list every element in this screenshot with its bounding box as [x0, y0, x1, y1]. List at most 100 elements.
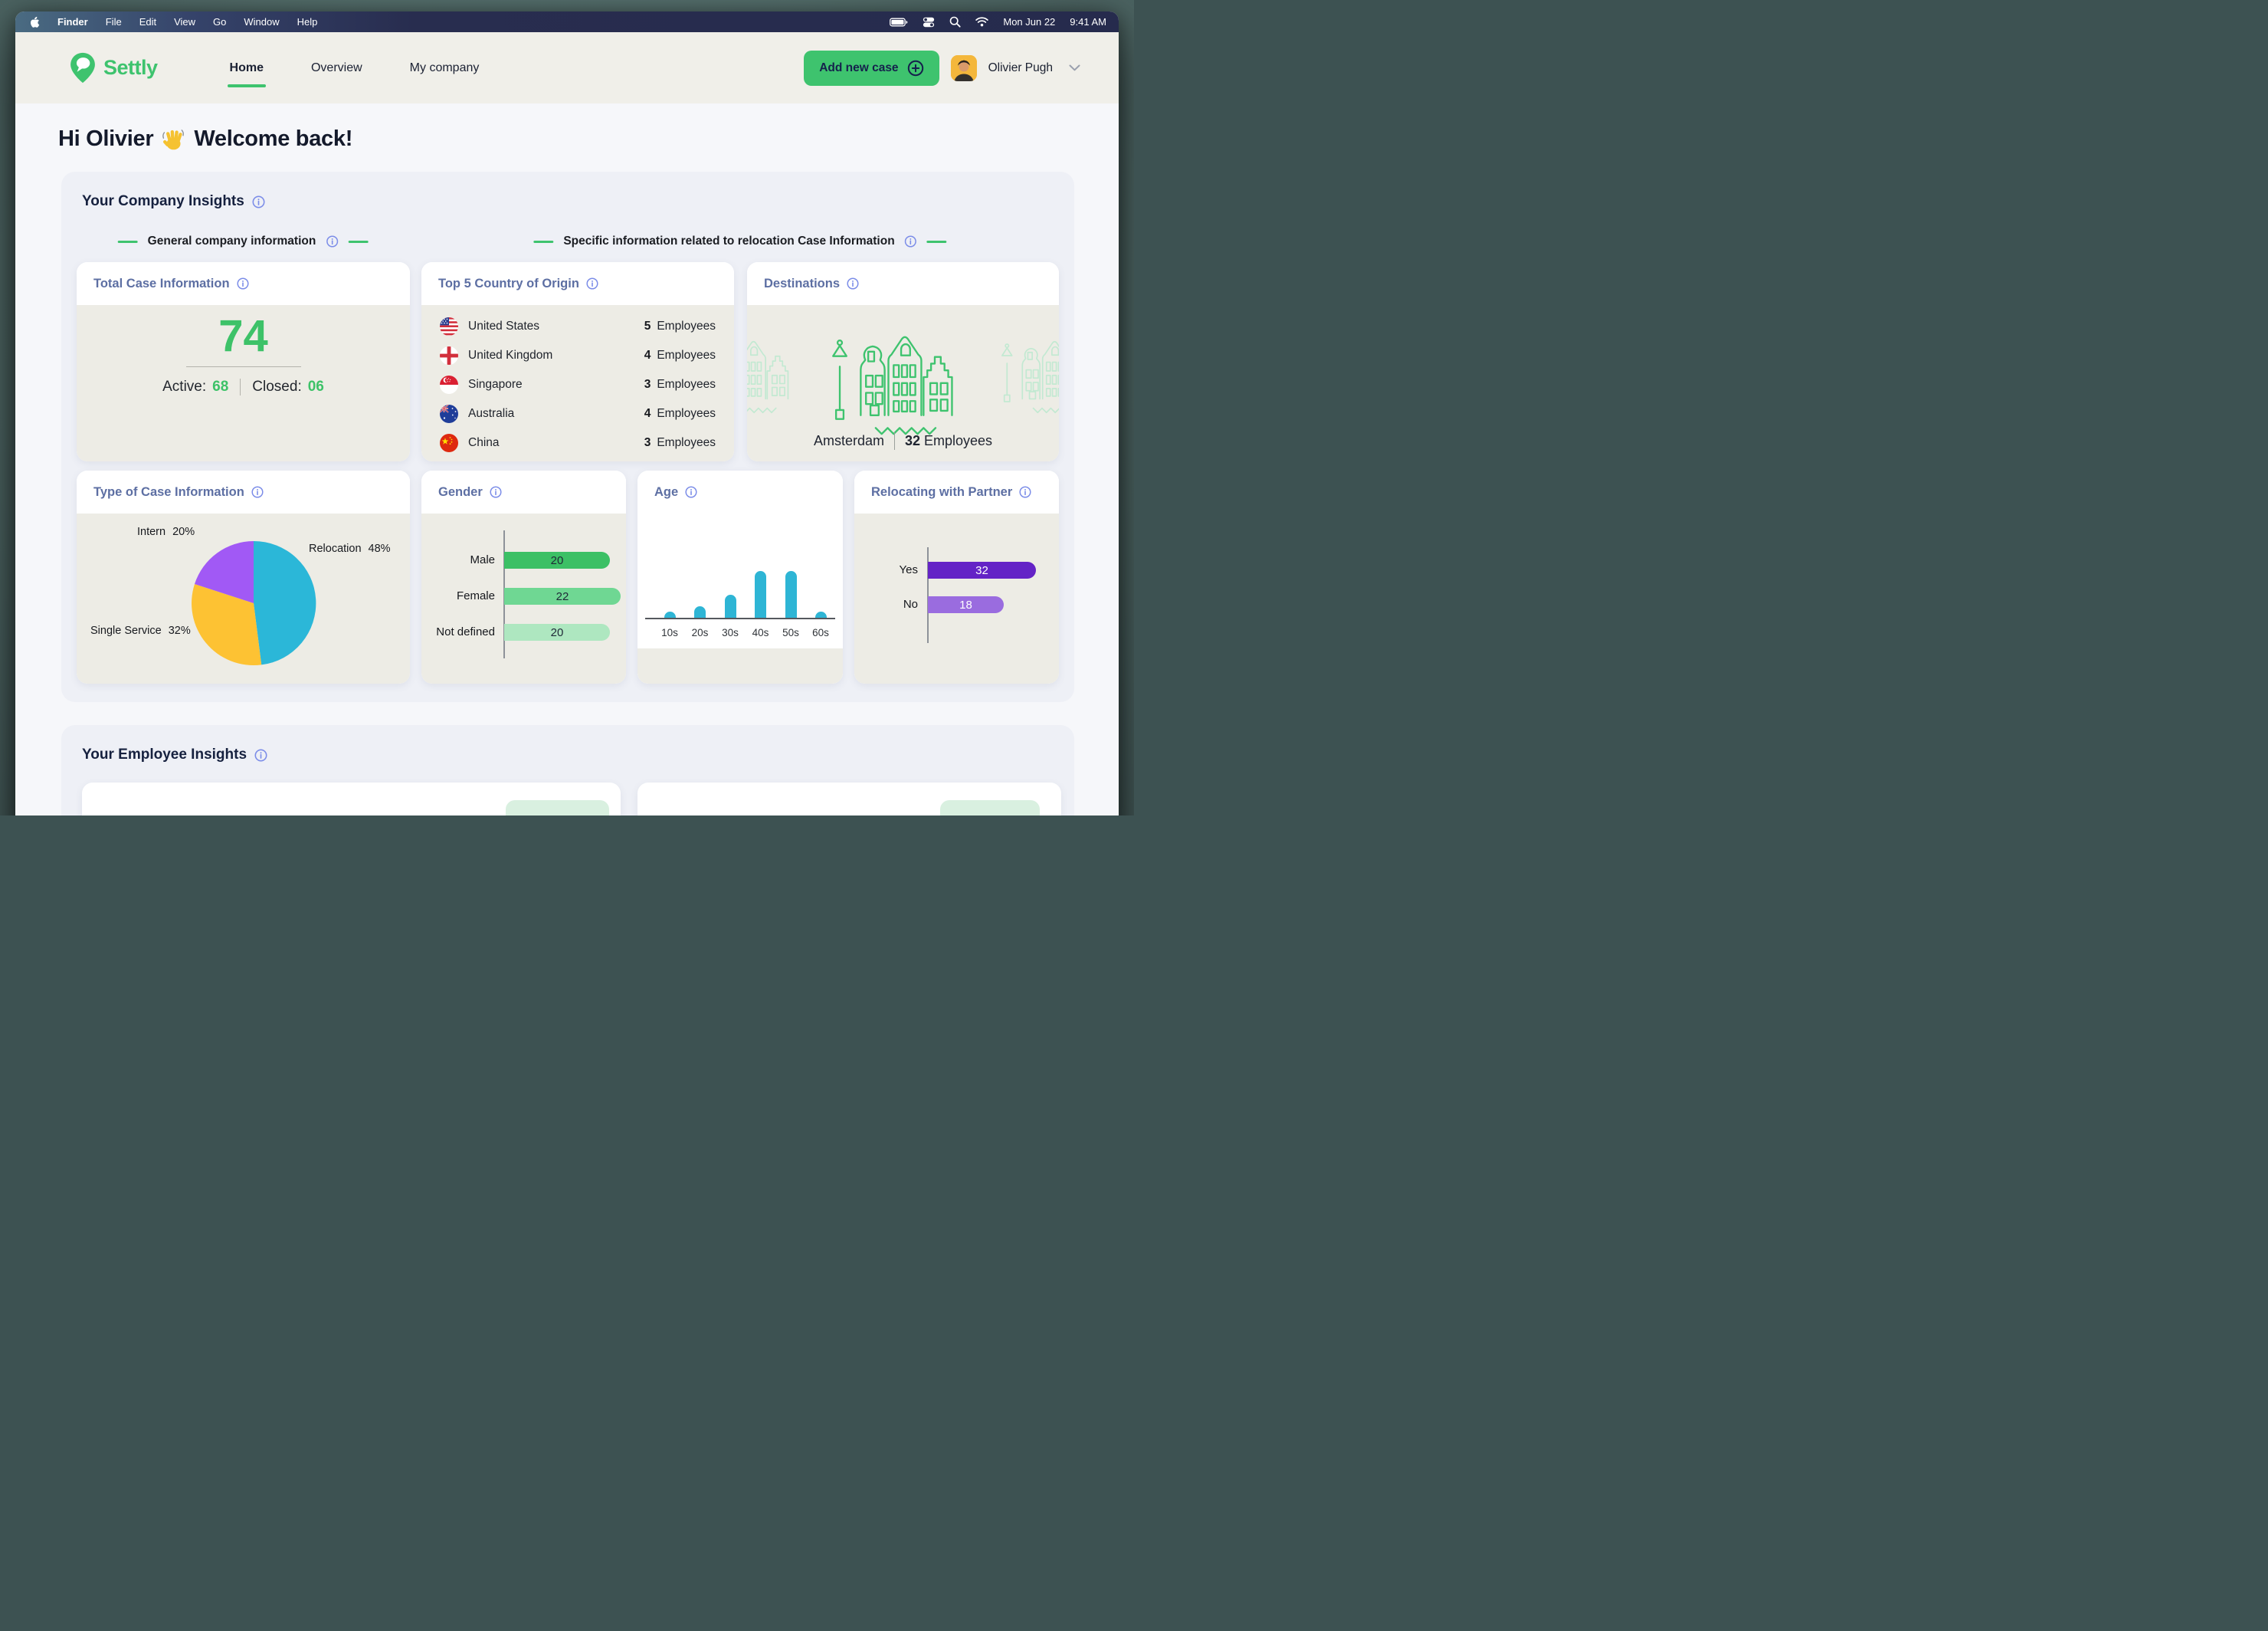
employee-insights-title-text: Your Employee Insights: [82, 747, 247, 763]
bar-50s: [785, 571, 797, 618]
menu-bar-date[interactable]: Mon Jun 22: [1003, 16, 1056, 28]
app-header: Settly Home Overview My company Add new …: [15, 32, 1119, 103]
wifi-icon[interactable]: [975, 17, 989, 27]
bar-label-female: Female: [456, 589, 495, 602]
pie-slice-intern: [195, 541, 254, 603]
pie-label-relocation: Relocation 48%: [309, 543, 391, 555]
control-center-icon[interactable]: [923, 16, 935, 28]
partner-title: Relocating with Partner: [854, 471, 1059, 514]
uk-flag-icon: [440, 346, 458, 365]
gender-card: Gender Male 20 Female 22 Not defined 20: [421, 471, 626, 684]
divider: [240, 379, 241, 395]
menu-item-view[interactable]: View: [174, 16, 196, 28]
company-insights-title: Your Company Insights: [82, 193, 265, 210]
menu-item-help[interactable]: Help: [297, 16, 318, 28]
bar-not-defined: 20: [504, 624, 610, 641]
type-of-case-card: Type of Case Information Intern 20% Reloc…: [77, 471, 410, 684]
info-icon[interactable]: [252, 195, 265, 208]
user-name: Olivier Pugh: [988, 61, 1053, 74]
gender-bar-chart: Male 20 Female 22 Not defined 20: [421, 514, 626, 684]
china-flag-icon: [440, 434, 458, 452]
gender-title: Gender: [421, 471, 626, 514]
info-icon[interactable]: [237, 277, 249, 290]
nav-item-my-company[interactable]: My company: [409, 61, 480, 74]
tick-label-10s: 10s: [661, 627, 678, 638]
nav-item-overview[interactable]: Overview: [310, 61, 362, 74]
country-count: 3: [644, 378, 651, 391]
bar-10s: [664, 612, 676, 618]
axis-line: [927, 547, 929, 643]
app-window: Finder File Edit View Go Window Help: [15, 11, 1119, 816]
axis-line: [645, 618, 835, 619]
age-title-text: Age: [654, 484, 679, 499]
battery-icon[interactable]: [890, 18, 908, 27]
country-name: United States: [468, 320, 540, 333]
desktop: Finder File Edit View Go Window Help: [0, 0, 1134, 816]
info-icon[interactable]: [490, 486, 502, 498]
brand-wordmark: Settly: [103, 56, 158, 79]
country-count: 3: [644, 436, 651, 449]
settly-pin-icon: [70, 52, 95, 84]
menu-item-file[interactable]: File: [105, 16, 122, 28]
active-value: 68: [212, 379, 229, 395]
bar-label-not-defined: Not defined: [436, 625, 495, 638]
country-row-singapore: Singapore 3 Employees: [440, 370, 716, 399]
info-icon[interactable]: [847, 277, 859, 290]
bar-female: 22: [504, 588, 621, 605]
closed-value: 06: [307, 379, 324, 395]
nav-item-home[interactable]: Home: [227, 57, 267, 87]
singapore-flag-icon: [440, 376, 458, 394]
group-specific-text: Specific information related to relocati…: [563, 235, 895, 248]
menu-bar-time[interactable]: 9:41 AM: [1070, 16, 1106, 28]
total-case-title: Total Case Information: [77, 262, 410, 305]
info-icon[interactable]: [586, 277, 598, 290]
card-footer-band: [637, 648, 843, 684]
menu-item-edit[interactable]: Edit: [139, 16, 157, 28]
total-case-title-text: Total Case Information: [93, 276, 230, 290]
info-icon[interactable]: [685, 486, 697, 498]
user-avatar[interactable]: [950, 54, 977, 81]
destination-unit: Employees: [924, 432, 993, 448]
info-icon[interactable]: [254, 749, 267, 762]
group-general-text: General company information: [147, 235, 316, 248]
waving-hand-icon: [162, 130, 185, 150]
country-unit: Employees: [657, 320, 716, 333]
dash-decoration: [117, 240, 138, 243]
country-unit: Employees: [657, 378, 716, 391]
info-icon[interactable]: [905, 235, 917, 248]
type-of-case-title-text: Type of Case Information: [93, 484, 244, 499]
add-new-case-button[interactable]: Add new case: [804, 50, 939, 86]
apple-icon[interactable]: [29, 16, 40, 28]
active-label: Active:: [162, 379, 207, 395]
divider: [893, 432, 895, 450]
country-unit: Employees: [657, 349, 716, 362]
info-icon[interactable]: [1019, 486, 1031, 498]
menu-item-window[interactable]: Window: [244, 16, 280, 28]
spotlight-search-icon[interactable]: [949, 16, 961, 28]
country-count: 4: [644, 349, 651, 362]
chevron-down-icon[interactable]: [1069, 64, 1080, 71]
settly-logo[interactable]: Settly: [69, 51, 158, 84]
us-flag-icon: [440, 317, 458, 336]
country-row-australia: Australia 4 Employees: [440, 399, 716, 428]
menu-item-go[interactable]: Go: [213, 16, 227, 28]
tick-label-20s: 20s: [691, 627, 709, 638]
destinations-title: Destinations: [747, 262, 1059, 305]
employee-insights-title: Your Employee Insights: [82, 747, 267, 763]
tick-label-30s: 30s: [722, 627, 739, 638]
type-of-case-title: Type of Case Information: [77, 471, 410, 514]
company-insights-section: Your Company Insights General company in…: [61, 172, 1074, 702]
pie-slice-single-service: [192, 584, 262, 666]
country-name: Singapore: [468, 378, 523, 391]
tick-label-40s: 40s: [752, 627, 769, 638]
country-count: 5: [644, 320, 651, 333]
destinations-title-text: Destinations: [764, 276, 841, 290]
divider: [185, 366, 301, 367]
country-row-united-states: United States 5 Employees: [440, 312, 716, 341]
info-icon[interactable]: [251, 486, 264, 498]
pie-label-single-service: Single Service 32%: [90, 625, 191, 637]
menu-item-finder[interactable]: Finder: [57, 16, 88, 28]
pie-slice-relocation: [254, 540, 316, 665]
info-icon[interactable]: [326, 235, 338, 248]
plus-circle-icon: [907, 60, 923, 76]
